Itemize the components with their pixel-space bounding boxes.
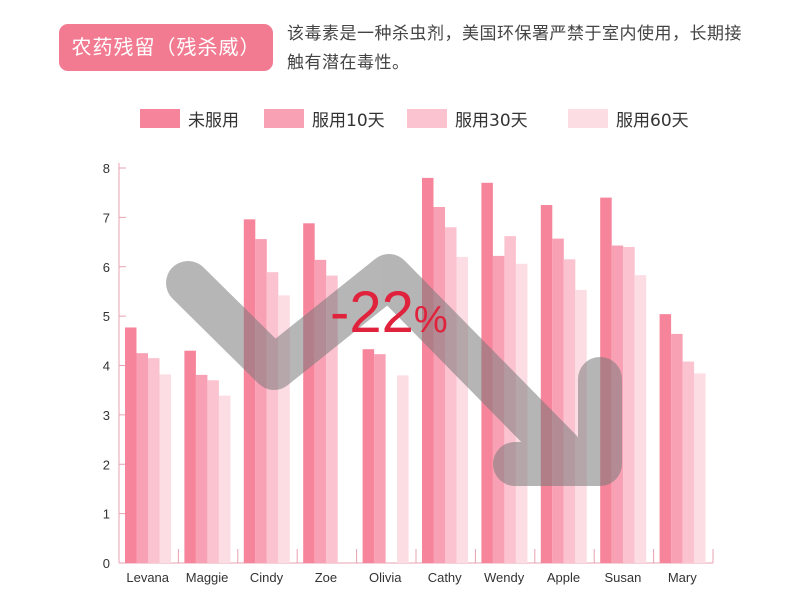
arrow-head <box>493 357 622 486</box>
arrow-shape <box>166 254 622 486</box>
x-tick-label: Wendy <box>484 570 525 585</box>
x-tick-label: Mary <box>668 570 697 585</box>
legend-label: 服用30天 <box>455 111 528 131</box>
bar <box>397 375 409 563</box>
x-tick-label: Zoe <box>315 570 337 585</box>
bar <box>255 239 267 563</box>
bar <box>433 207 445 563</box>
arrow-stroke <box>166 254 582 472</box>
bar <box>184 350 196 563</box>
header-description: 该毒素是一种杀虫剂，美国环保署严禁于室内使用，长期接触有潜在毒性。 <box>287 24 742 73</box>
y-tick-label: 7 <box>103 210 110 225</box>
legend-swatch <box>568 109 608 128</box>
bar <box>218 395 231 563</box>
bar <box>278 295 290 563</box>
legend-swatch <box>140 109 180 128</box>
bar <box>671 333 683 563</box>
bar <box>314 259 327 563</box>
chart-legend: 未服用 服用10天 服用30天 服用60天 <box>140 109 689 131</box>
x-tick-label: Susan <box>604 570 641 585</box>
bar <box>659 314 672 563</box>
change-value: -22 <box>330 280 414 345</box>
y-tick-label: 3 <box>103 408 110 423</box>
y-tick-label: 0 <box>103 556 110 571</box>
bar <box>623 247 635 563</box>
legend-swatch <box>407 109 447 128</box>
header-badge: 农药残留（残杀威） <box>59 24 273 71</box>
bar <box>303 223 315 564</box>
y-tick-label: 5 <box>103 309 110 324</box>
bar <box>159 374 171 563</box>
bar <box>634 275 647 563</box>
legend-swatch <box>264 109 304 128</box>
bar <box>148 358 160 563</box>
bar <box>552 238 564 563</box>
x-tick-label: Olivia <box>369 570 402 585</box>
legend-label: 服用10天 <box>312 111 385 131</box>
x-tick-label: Levana <box>126 570 169 585</box>
y-tick-label: 4 <box>103 359 110 374</box>
bar <box>563 259 576 563</box>
bar <box>445 227 457 563</box>
x-tick-label: Cathy <box>428 570 462 585</box>
y-tick-label: 2 <box>103 457 110 472</box>
bar <box>362 349 375 563</box>
bar <box>374 354 386 563</box>
change-percentage: -22% <box>330 280 448 345</box>
x-tick-label: Maggie <box>186 570 229 585</box>
down-trend-arrow-icon <box>166 254 622 486</box>
x-tick-label: Apple <box>547 570 580 585</box>
legend-label: 未服用 <box>188 111 239 131</box>
bar <box>207 380 219 563</box>
x-tick-label: Cindy <box>250 570 284 585</box>
change-unit: % <box>414 299 448 341</box>
bar <box>266 272 279 563</box>
bar <box>422 177 434 563</box>
bar <box>125 327 137 563</box>
trend-arrow-overlay: -22% <box>166 254 622 486</box>
bar <box>456 256 468 563</box>
legend-label: 服用60天 <box>616 111 689 131</box>
bar <box>540 205 553 563</box>
bar <box>326 275 338 563</box>
bar <box>682 361 695 563</box>
bar <box>195 374 208 563</box>
bar <box>243 219 256 563</box>
bar <box>136 353 148 563</box>
y-tick-label: 1 <box>103 507 110 522</box>
y-tick-label: 6 <box>103 260 110 275</box>
bar <box>694 373 706 563</box>
y-tick-label: 8 <box>103 161 110 176</box>
